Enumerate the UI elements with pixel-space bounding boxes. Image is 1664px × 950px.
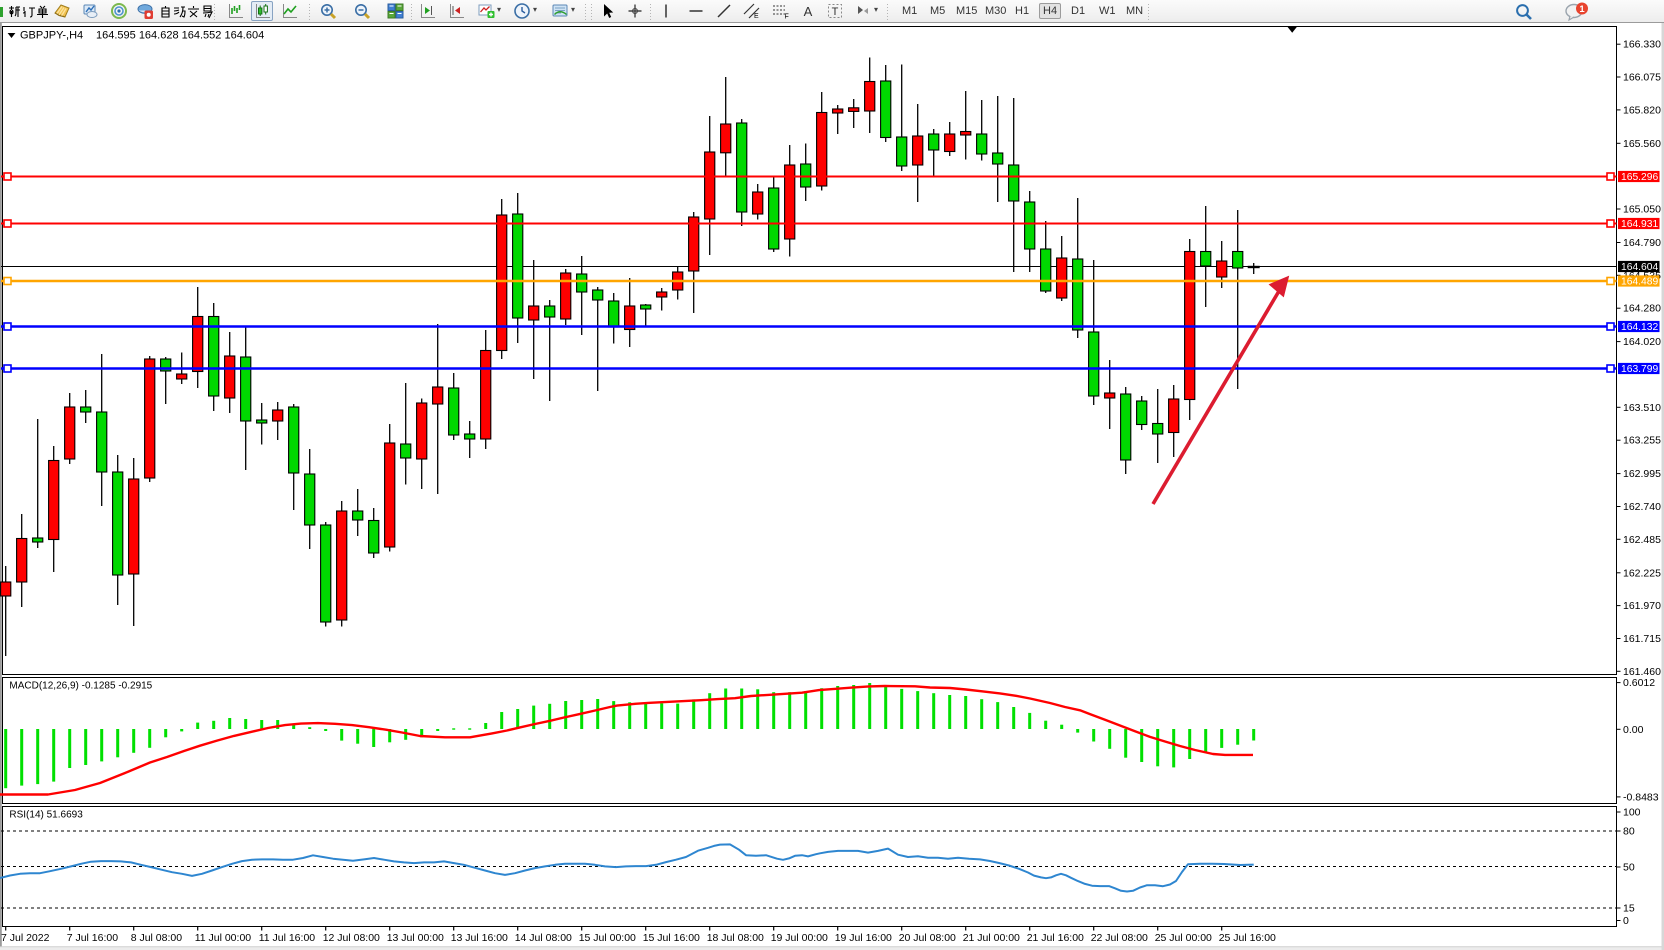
svg-text:21 Jul 00:00: 21 Jul 00:00 bbox=[963, 932, 1020, 944]
svg-text:164.489: 164.489 bbox=[1621, 277, 1658, 288]
svg-text:164.604: 164.604 bbox=[1621, 262, 1658, 273]
svg-text:MACD(12,26,9) -0.1285 -0.2915: MACD(12,26,9) -0.1285 -0.2915 bbox=[9, 680, 152, 691]
svg-text:162.225: 162.225 bbox=[1623, 567, 1661, 579]
svg-text:164.790: 164.790 bbox=[1623, 237, 1661, 249]
svg-text:166.330: 166.330 bbox=[1623, 39, 1661, 51]
svg-text:25 Jul 00:00: 25 Jul 00:00 bbox=[1155, 932, 1212, 944]
svg-text:11 Jul 16:00: 11 Jul 16:00 bbox=[259, 932, 316, 944]
svg-text:A: A bbox=[804, 4, 813, 19]
svg-text:20 Jul 08:00: 20 Jul 08:00 bbox=[899, 932, 956, 944]
svg-text:25 Jul 16:00: 25 Jul 16:00 bbox=[1219, 932, 1276, 944]
svg-text:0.6012: 0.6012 bbox=[1623, 677, 1655, 689]
svg-text:164.132: 164.132 bbox=[1621, 322, 1658, 333]
svg-text:0.00: 0.00 bbox=[1623, 724, 1644, 736]
svg-text:E: E bbox=[754, 13, 759, 20]
svg-text:15: 15 bbox=[1623, 903, 1635, 915]
svg-text:0: 0 bbox=[1623, 915, 1629, 927]
svg-text:19 Jul 00:00: 19 Jul 00:00 bbox=[771, 932, 828, 944]
svg-text:165.296: 165.296 bbox=[1621, 172, 1658, 183]
svg-text:163.510: 163.510 bbox=[1623, 402, 1661, 414]
svg-text:12 Jul 08:00: 12 Jul 08:00 bbox=[323, 932, 380, 944]
svg-text:15 Jul 00:00: 15 Jul 00:00 bbox=[579, 932, 636, 944]
svg-text:162.740: 162.740 bbox=[1623, 501, 1661, 513]
svg-text:1: 1 bbox=[1579, 4, 1585, 15]
svg-text:8 Jul 08:00: 8 Jul 08:00 bbox=[131, 932, 183, 944]
svg-text:50: 50 bbox=[1623, 862, 1635, 874]
svg-text:164.280: 164.280 bbox=[1623, 303, 1661, 315]
svg-text:7 Jul 16:00: 7 Jul 16:00 bbox=[67, 932, 119, 944]
svg-text:164.931: 164.931 bbox=[1621, 219, 1658, 230]
svg-text:15 Jul 16:00: 15 Jul 16:00 bbox=[643, 932, 700, 944]
svg-text:18 Jul 08:00: 18 Jul 08:00 bbox=[707, 932, 764, 944]
svg-text:19 Jul 16:00: 19 Jul 16:00 bbox=[835, 932, 892, 944]
svg-text:163.799: 163.799 bbox=[1621, 364, 1658, 375]
svg-text:164.020: 164.020 bbox=[1623, 336, 1661, 348]
svg-text:21 Jul 16:00: 21 Jul 16:00 bbox=[1027, 932, 1084, 944]
svg-text:161.715: 161.715 bbox=[1623, 633, 1661, 645]
svg-text:165.820: 165.820 bbox=[1623, 104, 1661, 116]
svg-text:14 Jul 08:00: 14 Jul 08:00 bbox=[515, 932, 572, 944]
svg-text:13 Jul 16:00: 13 Jul 16:00 bbox=[451, 932, 508, 944]
svg-text:22 Jul 08:00: 22 Jul 08:00 bbox=[1091, 932, 1148, 944]
svg-text:100: 100 bbox=[1623, 807, 1641, 819]
svg-text:T: T bbox=[832, 6, 839, 18]
svg-text:162.485: 162.485 bbox=[1623, 534, 1661, 546]
svg-text:166.075: 166.075 bbox=[1623, 72, 1661, 84]
svg-text:F: F bbox=[785, 14, 789, 21]
svg-text:7 Jul 2022: 7 Jul 2022 bbox=[1, 932, 50, 944]
svg-text:161.460: 161.460 bbox=[1623, 666, 1661, 678]
svg-text:-0.8483: -0.8483 bbox=[1623, 791, 1659, 803]
svg-text:161.970: 161.970 bbox=[1623, 600, 1661, 612]
svg-text:RSI(14) 51.6693: RSI(14) 51.6693 bbox=[9, 810, 83, 821]
svg-text:165.050: 165.050 bbox=[1623, 204, 1661, 216]
svg-text:163.255: 163.255 bbox=[1623, 435, 1661, 447]
svg-text:165.560: 165.560 bbox=[1623, 138, 1661, 150]
svg-text:11 Jul 00:00: 11 Jul 00:00 bbox=[195, 932, 252, 944]
svg-text:GBPJPY-,H4: GBPJPY-,H4 bbox=[20, 30, 83, 42]
svg-text:13 Jul 00:00: 13 Jul 00:00 bbox=[387, 932, 444, 944]
svg-text:164.595 164.628 164.552 164.60: 164.595 164.628 164.552 164.604 bbox=[96, 30, 264, 42]
svg-text:80: 80 bbox=[1623, 826, 1635, 838]
svg-text:162.995: 162.995 bbox=[1623, 468, 1661, 480]
